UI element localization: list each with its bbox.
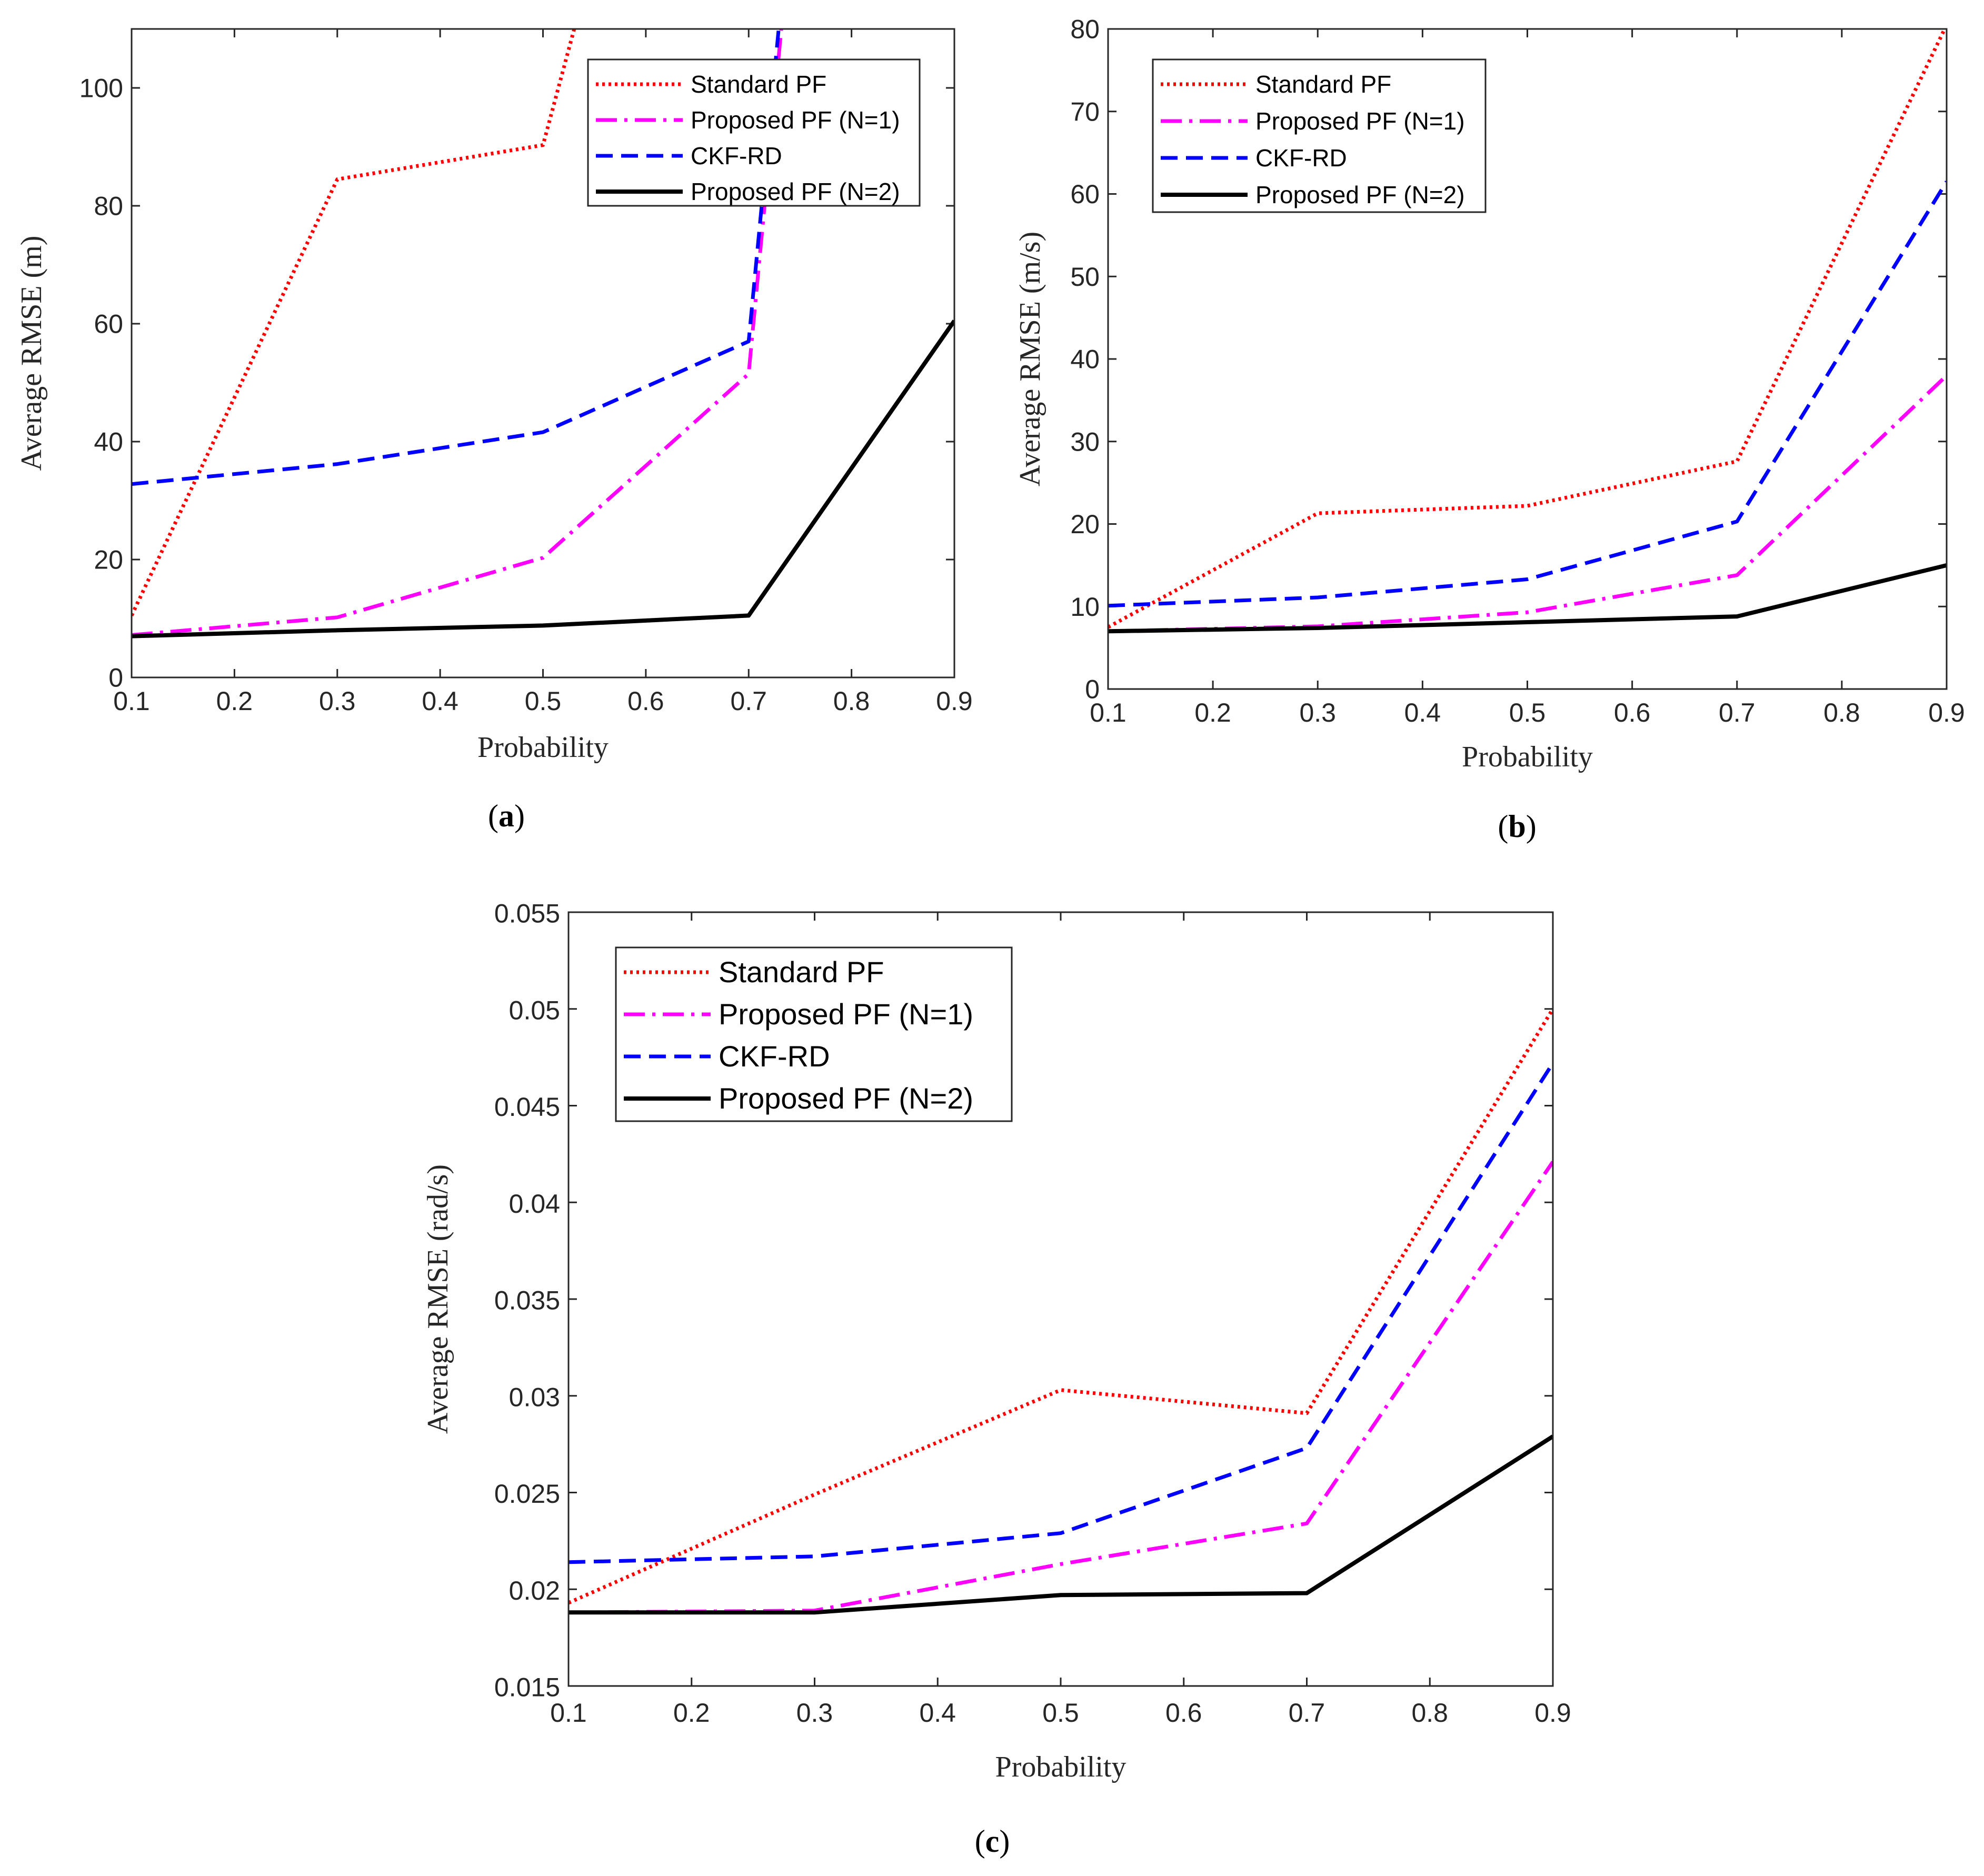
y-tick-label: 0.035 — [494, 1286, 560, 1315]
series-line-proposed-pf-n-2 — [132, 320, 954, 638]
x-axis-label: Probability — [995, 1751, 1126, 1783]
legend-label: CKF-RD — [1255, 144, 1347, 172]
y-tick-label: 10 — [1070, 592, 1100, 622]
x-tick-label: 0.9 — [1534, 1698, 1571, 1728]
chart-b: 0.1 0.2 0.3 0.4 0.5 0.6 0.7 0.8 0.9 0 10 20 30 40 50 60… — [1014, 15, 1965, 844]
series-line-standard-pf — [132, 29, 576, 616]
legend: Standard PF Proposed PF (N=1) CKF-RD Propos… — [587, 58, 921, 207]
legend: Standard PF Proposed PF (N=1) CKF-RD Propos… — [1152, 58, 1487, 213]
legend-label: Proposed PF (N=1) — [691, 106, 900, 134]
x-tick-label: 0.4 — [422, 686, 458, 716]
y-tick-label: 0 — [108, 663, 123, 693]
y-tick-label: 80 — [94, 192, 123, 221]
chart-a: 0.1 0.2 0.3 0.4 0.5 0.6 0.7 0.8 0.9 0 20 40 60 80 100 S… — [15, 28, 973, 833]
x-tick-label: 0.1 — [1090, 698, 1126, 727]
legend-label: Proposed PF (N=2) — [691, 178, 900, 205]
legend-label: Standard PF — [719, 955, 884, 989]
series-line-ckf-rd — [1108, 181, 1947, 608]
series-line-ckf-rd — [569, 1062, 1553, 1564]
x-tick-label: 0.8 — [833, 686, 870, 716]
legend-label: Proposed PF (N=2) — [719, 1082, 973, 1115]
legend-label: Proposed PF (N=2) — [1255, 181, 1465, 208]
y-tick-label: 0.055 — [494, 899, 560, 929]
x-tick-label: 0.9 — [936, 686, 973, 716]
series-line-proposed-pf-n-2 — [1108, 563, 1947, 634]
y-tick-label: 20 — [94, 545, 123, 575]
panel-caption: (b) — [1498, 809, 1536, 844]
legend-label: CKF-RD — [719, 1040, 830, 1073]
legend: Standard PF Proposed PF (N=1) CKF-RD Propos… — [615, 946, 1013, 1122]
legend-label: Standard PF — [691, 71, 826, 98]
y-tick-label: 0.045 — [494, 1092, 560, 1122]
y-axis-label: Average RMSE (m) — [15, 236, 48, 471]
x-tick-label: 0.6 — [1165, 1698, 1202, 1728]
y-tick-label: 50 — [1070, 262, 1100, 292]
x-axis-label: Probability — [1462, 741, 1593, 773]
y-tick-label: 30 — [1070, 427, 1100, 456]
y-tick-label: 40 — [94, 427, 123, 457]
plot-frame — [131, 28, 955, 678]
x-tick-label: 0.2 — [1194, 698, 1231, 727]
y-tick-label: 60 — [94, 310, 123, 339]
plot-frame — [567, 911, 1554, 1687]
legend-box — [587, 58, 921, 207]
x-tick-label: 0.7 — [1289, 1698, 1325, 1728]
y-tick-label: 0.025 — [494, 1479, 560, 1509]
y-axis-label: Average RMSE (rad/s) — [422, 1164, 454, 1434]
y-tick-label: 100 — [79, 74, 123, 103]
x-tick-label: 0.3 — [319, 686, 356, 716]
x-tick-label: 0.1 — [550, 1698, 587, 1728]
x-tick-label: 0.6 — [1614, 698, 1651, 727]
y-tick-label: 60 — [1070, 179, 1100, 209]
y-tick-label: 0.015 — [494, 1673, 560, 1702]
x-tick-label: 0.2 — [216, 686, 253, 716]
x-tick-label: 0.5 — [1042, 1698, 1079, 1728]
x-tick-label: 0.5 — [1509, 698, 1546, 727]
x-tick-label: 0.9 — [1928, 698, 1965, 727]
legend-box — [615, 946, 1013, 1122]
x-tick-label: 0.3 — [1299, 698, 1336, 727]
legend-label: CKF-RD — [691, 142, 782, 169]
series-line-proposed-pf-n-1 — [1108, 374, 1947, 633]
x-tick-label: 0.4 — [919, 1698, 956, 1728]
y-tick-label: 0 — [1085, 675, 1100, 704]
series-group — [132, 29, 954, 638]
legend-label: Proposed PF (N=1) — [1255, 107, 1465, 135]
x-tick-label: 0.2 — [673, 1698, 710, 1728]
legend-label: Standard PF — [1255, 71, 1391, 98]
x-tick-label: 0.6 — [627, 686, 664, 716]
series-line-standard-pf — [569, 1007, 1553, 1605]
y-tick-label: 80 — [1070, 15, 1100, 44]
x-tick-label: 0.8 — [1823, 698, 1860, 727]
y-tick-label: 0.05 — [509, 995, 560, 1025]
x-tick-label: 0.3 — [796, 1698, 833, 1728]
plot-frame — [1107, 28, 1948, 690]
legend-label: Proposed PF (N=1) — [719, 997, 973, 1031]
series-group — [569, 1007, 1553, 1615]
y-tick-label: 0.02 — [509, 1576, 560, 1605]
x-tick-label: 0.5 — [525, 686, 562, 716]
chart-c: 0.1 0.2 0.3 0.4 0.5 0.6 0.7 0.8 0.9 0.015 0.02 0.02… — [422, 899, 1571, 1859]
x-tick-label: 0.7 — [730, 686, 767, 716]
x-tick-label: 0.4 — [1404, 698, 1441, 727]
series-group — [1108, 29, 1947, 634]
y-tick-label: 0.04 — [509, 1189, 560, 1219]
y-tick-label: 40 — [1070, 345, 1100, 374]
y-axis-label: Average RMSE (m/s) — [1014, 232, 1046, 486]
x-tick-label: 0.8 — [1411, 1698, 1448, 1728]
legend-box — [1152, 58, 1487, 213]
panel-caption: (a) — [488, 799, 525, 833]
y-tick-label: 70 — [1070, 97, 1100, 126]
series-line-proposed-pf-n-1 — [132, 29, 783, 637]
panel-caption: (c) — [975, 1824, 1010, 1859]
series-line-proposed-pf-n-2 — [569, 1434, 1553, 1615]
series-line-standard-pf — [1108, 29, 1947, 629]
y-tick-label: 0.03 — [509, 1382, 560, 1412]
y-tick-label: 20 — [1070, 510, 1100, 539]
x-tick-label: 0.7 — [1719, 698, 1756, 727]
x-axis-label: Probability — [477, 731, 609, 764]
series-line-ckf-rd — [132, 29, 781, 486]
x-tick-label: 0.1 — [113, 686, 150, 716]
